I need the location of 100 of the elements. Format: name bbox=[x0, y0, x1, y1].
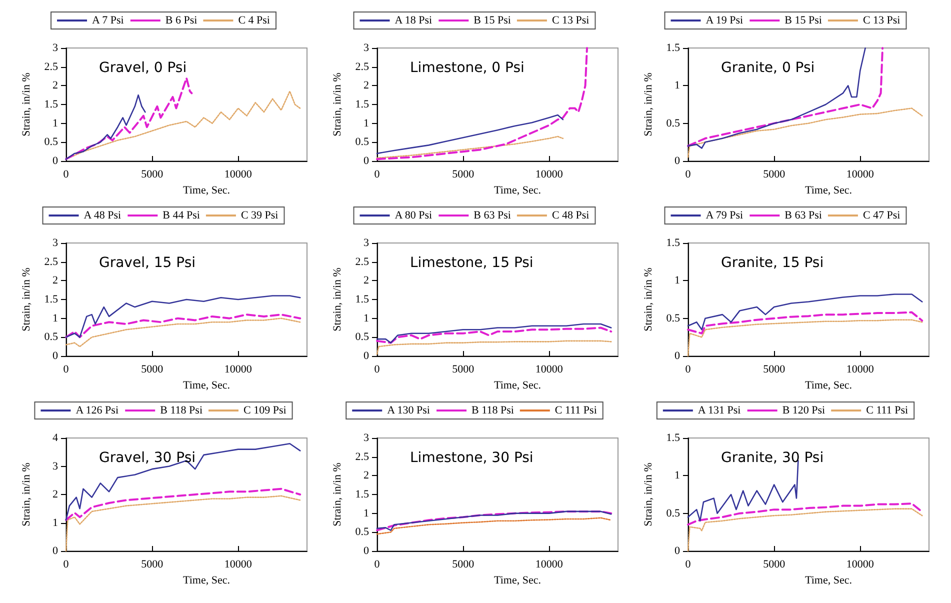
legend-label: C 39 Psi bbox=[240, 210, 278, 222]
legend-label: B 120 Psi bbox=[782, 404, 826, 416]
y-tick-label: 0 bbox=[364, 545, 370, 557]
text: Gravel, 0 Psi bbox=[99, 60, 187, 76]
y-tick-label: 1 bbox=[52, 516, 58, 529]
x-tick-label: 5000 bbox=[452, 364, 475, 376]
legend-label: A 48 Psi bbox=[84, 210, 122, 222]
y-tick-label: 1.5 bbox=[355, 98, 370, 110]
x-tick-label: 5000 bbox=[452, 168, 475, 180]
line-series bbox=[376, 340, 612, 355]
legend-label: B 44 Psi bbox=[162, 210, 200, 222]
x-axis-title: Time, Sec. bbox=[805, 379, 852, 392]
x-tick-label: 10000 bbox=[224, 558, 252, 570]
x-tick-label: 5000 bbox=[141, 558, 164, 570]
legend-label: B 118 Psi bbox=[472, 404, 514, 416]
y-tick-label: 0 bbox=[674, 155, 680, 167]
legend-label: C 109 Psi bbox=[243, 404, 286, 416]
line-series bbox=[65, 318, 301, 348]
line-series bbox=[376, 136, 564, 159]
y-tick-label: 0.5 bbox=[44, 331, 58, 344]
y-axis-title: Strain, in/in % bbox=[20, 268, 32, 332]
line-series bbox=[65, 295, 301, 338]
x-tick-label: 0 bbox=[63, 168, 70, 180]
x-tick-label: 5000 bbox=[141, 364, 164, 376]
y-tick-label: 3 bbox=[52, 460, 58, 472]
line-series bbox=[65, 443, 301, 521]
y-axis-title: Strain, in/in % bbox=[642, 72, 654, 136]
line-series bbox=[65, 314, 302, 338]
x-axis-title: Time, Sec. bbox=[183, 184, 230, 196]
legend-label: B 15 Psi bbox=[474, 14, 511, 26]
y-tick-label: 0 bbox=[52, 545, 58, 557]
y-tick-label: 0 bbox=[364, 155, 370, 167]
y-tick-label: 2.5 bbox=[44, 60, 58, 73]
x-tick-label: 0 bbox=[374, 364, 380, 376]
y-tick-label: 0 bbox=[674, 350, 680, 362]
y-tick-label: 0.5 bbox=[666, 507, 680, 520]
line-series bbox=[65, 94, 146, 160]
x-axis-title: Time, Sec. bbox=[494, 379, 542, 392]
y-tick-label: 2 bbox=[52, 488, 58, 500]
x-tick-label: 0 bbox=[63, 558, 70, 570]
legend-label: B 15 Psi bbox=[784, 14, 822, 26]
line-series bbox=[687, 508, 923, 552]
y-axis-title: Strain, in/in % bbox=[642, 462, 654, 526]
x-tick-label: 0 bbox=[685, 364, 692, 376]
y-tick-label: 1.5 bbox=[355, 488, 370, 500]
y-tick-label: 1.5 bbox=[666, 237, 680, 249]
y-tick-label: 2.5 bbox=[44, 256, 58, 268]
y-tick-label: 3 bbox=[52, 237, 58, 249]
legend-label: A 80 Psi bbox=[394, 210, 432, 222]
x-axis-title: Time, Sec. bbox=[494, 184, 542, 196]
legend-label: C 48 Psi bbox=[552, 210, 590, 222]
legend-label: B 63 Psi bbox=[784, 210, 822, 222]
text: Granite, 30 Psi bbox=[721, 450, 824, 466]
x-tick-label: 5000 bbox=[141, 168, 164, 180]
y-tick-label: 0 bbox=[52, 155, 58, 167]
y-tick-label: 2.5 bbox=[355, 450, 370, 463]
x-tick-label: 10000 bbox=[535, 168, 564, 180]
y-axis-title: Strain, in/in % bbox=[642, 268, 654, 332]
x-tick-label: 0 bbox=[374, 558, 380, 570]
legend-label: C 47 Psi bbox=[862, 210, 900, 222]
y-tick-label: 0.5 bbox=[666, 117, 680, 130]
legend-label: A 126 Psi bbox=[76, 404, 119, 416]
x-tick-label: 10000 bbox=[535, 364, 564, 376]
y-tick-label: 1 bbox=[52, 312, 58, 324]
y-tick-label: 0.5 bbox=[44, 136, 58, 148]
x-axis-title: Time, Sec. bbox=[494, 574, 542, 586]
x-tick-label: 5000 bbox=[763, 364, 786, 376]
legend-label: A 18 Psi bbox=[394, 14, 432, 26]
x-tick-label: 10000 bbox=[224, 364, 252, 376]
y-tick-label: 0.5 bbox=[666, 312, 680, 324]
y-tick-label: 1.5 bbox=[44, 98, 58, 110]
legend-label: C 13 Psi bbox=[862, 14, 900, 26]
legend-label: C 13 Psi bbox=[552, 14, 590, 26]
y-tick-label: 2 bbox=[364, 80, 369, 92]
line-series bbox=[687, 502, 924, 526]
x-tick-label: 10000 bbox=[846, 168, 874, 180]
y-tick-label: 1 bbox=[674, 470, 680, 482]
line-series bbox=[376, 323, 612, 344]
x-axis-title: Time, Sec. bbox=[805, 184, 852, 196]
legend-label: B 6 Psi bbox=[165, 14, 198, 26]
text: Limestone, 0 Psi bbox=[410, 60, 524, 76]
legend-label: B 63 Psi bbox=[474, 210, 511, 222]
text: Limestone, 15 Psi bbox=[410, 255, 534, 271]
x-tick-label: 10000 bbox=[535, 558, 564, 570]
y-axis-title: Strain, in/in % bbox=[20, 72, 32, 136]
x-tick-label: 5000 bbox=[452, 558, 475, 570]
line-series bbox=[687, 294, 923, 330]
y-axis-title: Strain, in/in % bbox=[20, 462, 32, 526]
y-tick-label: 0.5 bbox=[355, 136, 370, 148]
x-tick-label: 10000 bbox=[846, 558, 874, 570]
y-tick-label: 1.5 bbox=[666, 42, 680, 54]
legend-label: C 111 Psi bbox=[554, 404, 597, 416]
y-tick-label: 0 bbox=[674, 545, 680, 557]
x-tick-label: 10000 bbox=[846, 364, 874, 376]
y-tick-label: 1.5 bbox=[666, 432, 680, 444]
legend-label: A 79 Psi bbox=[706, 210, 744, 222]
legend-label: C 4 Psi bbox=[238, 14, 270, 26]
line-series bbox=[376, 326, 612, 344]
y-tick-label: 3 bbox=[364, 42, 370, 54]
y-tick-label: 1 bbox=[674, 274, 680, 287]
